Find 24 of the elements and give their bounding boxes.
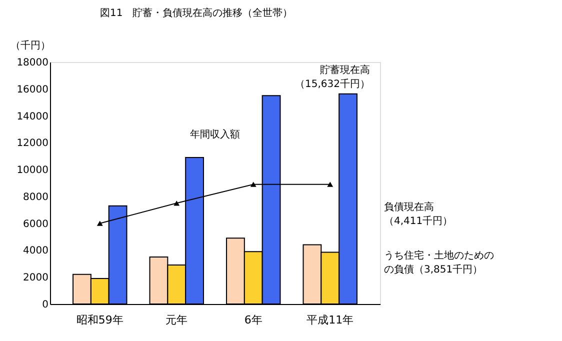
text: うち住宅・土地のためのの負債（3,851千円） [384, 250, 494, 276]
text: 負債現在高（4,411千円） [384, 201, 453, 228]
point [96, 220, 103, 226]
point [174, 200, 180, 206]
y-tick-label: 18000 [16, 58, 48, 68]
text: 年間収入額 [190, 128, 240, 141]
point [250, 182, 256, 187]
y-tick-label: 10000 [16, 165, 48, 176]
x-tick-label: 元年 [166, 314, 188, 326]
y-tick-label: 8000 [23, 192, 48, 203]
chart-title: 図11 貯蓄・負債現在高の推移（全世帯） [100, 7, 293, 19]
y-tick-label: 2000 [23, 272, 48, 284]
y-tick-label: 6000 [23, 218, 48, 230]
y-tick-label: 4000 [23, 246, 48, 257]
x-tick-label: 6年 [244, 314, 262, 326]
x-tick-label: 平成11年 [306, 314, 354, 326]
y-tick-label: 0 [42, 300, 48, 310]
point [327, 182, 334, 187]
y-tick-label: 14000 [16, 111, 48, 122]
y-tick-label: 16000 [16, 84, 48, 96]
y-axis-title: （千円） [10, 40, 50, 52]
x-tick-label: 昭和59年 [76, 314, 124, 326]
annotation: 貯蓄現在高（15,632千円） [295, 64, 370, 90]
y-tick-label: 12000 [16, 138, 48, 150]
